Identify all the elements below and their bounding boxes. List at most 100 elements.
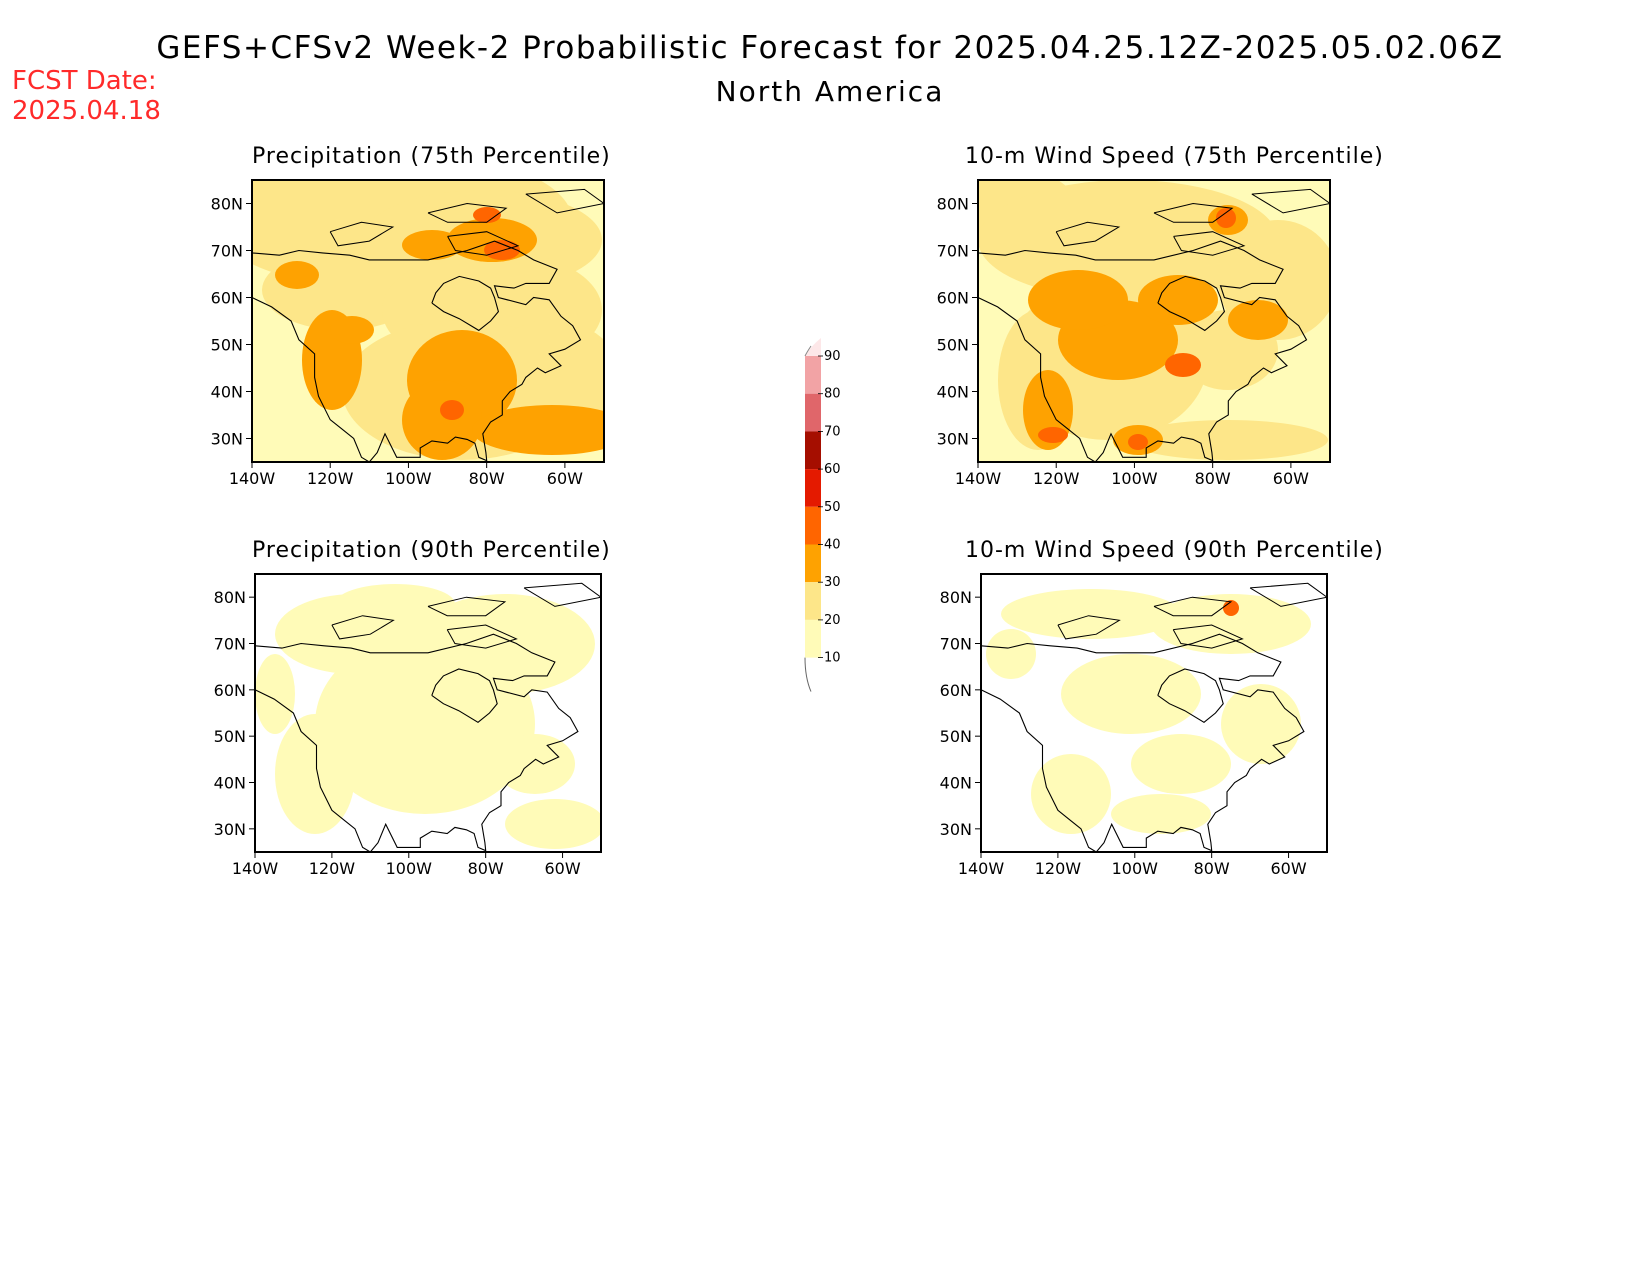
lat-tick-label: 70N [214,635,246,654]
map-frame [254,573,602,853]
colorbar-label: 30 [824,575,841,590]
probability-shading [1028,270,1128,330]
probability-shading [1001,589,1181,639]
lon-tick-label: 120W [1033,469,1080,488]
lon-tick-label: 80W [468,859,504,878]
map-wind90: 80N 70N 60N 50N 40N 30N 140W 120W 100W 80W 60W [929,564,1337,892]
lat-tick-label: 50N [214,727,246,746]
colorbar-segment [805,506,821,545]
lat-tick-label: 40N [211,383,243,402]
lon-tick-label: 140W [955,469,1002,488]
lat-tick-label: 80N [211,195,243,214]
lon-tick-label: 60W [1270,859,1306,878]
lat-tick-label: 60N [940,681,972,700]
colorbar-label: 20 [824,613,841,628]
probability-shading [1038,427,1068,443]
lon-tick-label: 60W [547,469,583,488]
map-frame [977,179,1331,463]
colorbar-label: 90 [824,349,841,364]
coastline [981,633,1305,852]
colorbar-segment [805,431,821,470]
colorbar-segment [805,582,821,620]
colorbar-segment [805,393,821,432]
lat-tick-label: 40N [214,774,246,793]
island-coastline [1057,615,1121,640]
probability-shading [1216,208,1236,228]
island-coastline [1173,231,1246,256]
panel-title-precip90: Precipitation (90th Percentile) [252,538,611,563]
probability-shading [1128,434,1148,450]
probability-shading [1165,353,1201,377]
lon-tick-label: 80W [1194,859,1230,878]
colorbar-label: 70 [824,424,841,439]
island-coastline [447,231,520,256]
island-coastline [1055,221,1121,247]
colorbar-label: 10 [824,651,841,666]
lon-tick-label: 60W [544,859,580,878]
lat-tick-label: 70N [940,635,972,654]
lat-tick-label: 80N [214,588,246,607]
lon-tick-label: 140W [229,469,276,488]
island-coastline [1172,624,1244,649]
lat-tick-label: 30N [214,820,246,839]
panel-title-wind90: 10-m Wind Speed (90th Percentile) [965,538,1384,563]
probability-shading [473,207,501,223]
lat-tick-label: 30N [937,430,969,449]
colorbar-segment [805,469,821,507]
probability-shading [1221,684,1301,764]
island-coastline [525,188,604,214]
lat-tick-label: 50N [940,727,972,746]
map-frame [980,573,1328,853]
island-coastline [331,615,395,640]
probability-shading [1061,654,1201,734]
map-precip75: 80N 70N 60N 50N 40N 30N 140W 120W 100W 80W 60W [200,170,614,502]
colorbar-label: 80 [824,387,841,402]
probability-shading [440,400,464,420]
colorbar-segment [805,619,821,658]
forecast-date-label: FCST Date: [12,66,157,96]
probability-shading [1111,794,1211,834]
island-coastline [446,624,518,649]
island-coastline [523,582,601,607]
panel-title-precip75: Precipitation (75th Percentile) [252,144,611,169]
probability-shading [1128,420,1328,460]
island-coastline [427,202,508,223]
colorbar-label: 40 [824,538,841,553]
island-coastline [1153,596,1233,617]
region-subtitle: North America [715,75,945,108]
probability-shading [1151,594,1311,654]
island-coastline [1249,582,1327,607]
probability-shading [484,240,520,260]
lon-tick-label: 80W [1195,469,1231,488]
hudson-bay-coastline [431,668,498,723]
lat-tick-label: 80N [937,195,969,214]
probability-shading [1228,300,1288,340]
colorbar-top-extension [805,338,821,356]
lat-tick-label: 60N [211,289,243,308]
lat-tick-label: 60N [214,681,246,700]
colorbar-bottom-extension [804,657,812,692]
lon-tick-label: 120W [309,859,356,878]
probability-shading [1223,600,1239,616]
coastline [252,240,582,462]
probability-shading [402,230,462,260]
colorbar-label: 60 [824,462,841,477]
probability-shading [1131,734,1231,794]
probability-shading [275,714,355,834]
lon-tick-label: 140W [232,859,279,878]
lon-tick-label: 100W [1111,469,1158,488]
lon-tick-label: 60W [1273,469,1309,488]
probability-shading [1138,275,1218,325]
lat-tick-label: 50N [211,336,243,355]
probability-shading [505,799,601,849]
probability-shading [255,654,295,734]
probability-shading [275,261,319,289]
lon-tick-label: 100W [385,469,432,488]
map-frame [251,179,605,463]
colorbar-segment [805,356,821,394]
main-title: GEFS+CFSv2 Week-2 Probabilistic Forecast… [156,30,1504,66]
lon-tick-label: 100W [386,859,433,878]
hudson-bay-coastline [1157,668,1224,723]
lat-tick-label: 40N [940,774,972,793]
colorbar-segment [805,544,821,583]
